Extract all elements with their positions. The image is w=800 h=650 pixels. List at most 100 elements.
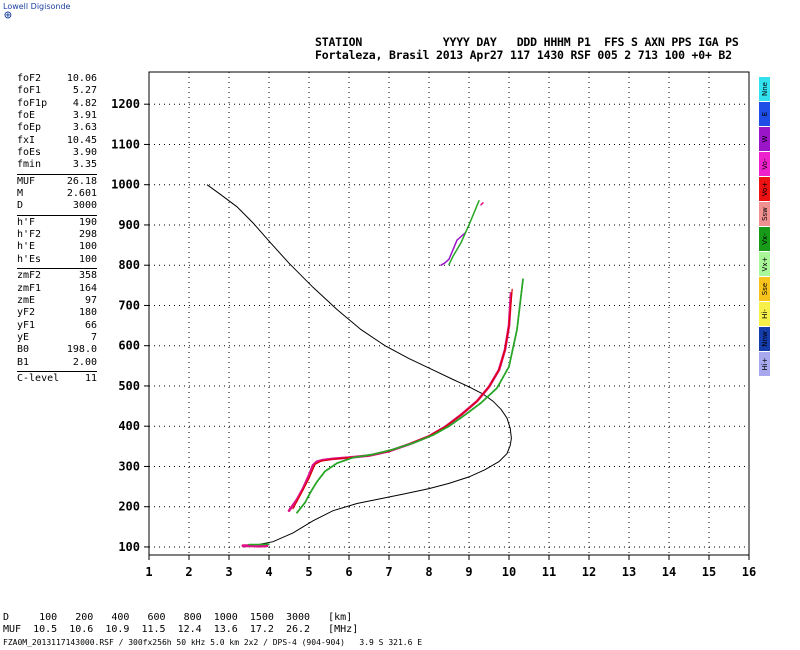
param-row: fxI 10.45 (17, 135, 97, 147)
param-value: 198.0 (66, 344, 97, 356)
param-value: 190 (78, 216, 97, 228)
legend-label: Vx+ (760, 256, 769, 272)
param-value: 10.45 (66, 134, 97, 146)
x-tick-label: 7 (385, 565, 392, 579)
param-value: 97 (84, 294, 97, 306)
y-tick-label: 1100 (111, 137, 140, 151)
legend-label: Ssw (760, 207, 769, 221)
param-row: zmF2 358 (17, 270, 97, 282)
legend-label: Hi- (760, 309, 769, 319)
param-key: foF1p (17, 97, 48, 109)
trace-layer (241, 200, 524, 548)
x-tick-label: 13 (622, 565, 636, 579)
param-row: C-level 11 (17, 373, 97, 385)
x-tick-label: 5 (305, 565, 312, 579)
y-tick-label: 300 (118, 459, 140, 473)
legend-label: E (760, 111, 769, 117)
param-value: 66 (84, 319, 97, 331)
brand-logo-text: Lowell Digisonde (3, 2, 71, 11)
legend-swatch: Vx+ (759, 252, 770, 276)
param-key: foE (17, 110, 36, 122)
x-tick-label: 14 (662, 565, 676, 579)
echo-trace (440, 232, 466, 266)
muf-row: MUF 10.5 10.6 10.9 11.5 12.4 13.6 17.2 2… (3, 624, 359, 635)
param-value: 3000 (72, 200, 97, 212)
param-value: 100 (78, 241, 97, 253)
param-row: B1 2.00 (17, 357, 97, 369)
x-tick-label: 10 (502, 565, 516, 579)
echo-trace (480, 202, 484, 206)
x-tick-label: 1 (145, 565, 152, 579)
param-key: zmE (17, 294, 36, 306)
legend-swatch: Hi+ (759, 352, 770, 376)
param-row: foF1 5.27 (17, 85, 97, 97)
legend-label: Vo- (760, 158, 769, 170)
polarization-legend: Nne E W Vo- Vo+ Ssw Vx- Vx+ Sse Hi- Nnw Hi+ (759, 77, 770, 377)
y-tick-label: 800 (118, 258, 140, 272)
param-row: foE 3.91 (17, 110, 97, 122)
legend-swatch: Sse (759, 277, 770, 301)
legend-swatch: Nnw (759, 327, 770, 351)
x-tick-label: 15 (702, 565, 716, 579)
echo-trace (296, 278, 524, 514)
param-key: h'E (17, 241, 36, 253)
y-tick-label: 700 (118, 298, 140, 312)
param-value: 10.06 (66, 73, 97, 84)
x-tick-label: 3 (225, 565, 232, 579)
legend-swatch: Vo- (759, 152, 770, 176)
param-row: yF2 180 (17, 307, 97, 319)
x-tick-label: 12 (582, 565, 596, 579)
param-key: h'F (17, 216, 36, 228)
param-row: zmF1 164 (17, 283, 97, 295)
param-key: h'Es (17, 253, 42, 265)
x-tick-label: 8 (425, 565, 432, 579)
x-tick-label: 2 (185, 565, 192, 579)
param-value: 3.90 (72, 147, 97, 159)
x-tick-label: 9 (465, 565, 472, 579)
param-row: yE 7 (17, 332, 97, 344)
header-line-2: Fortaleza, Brasil 2013 Apr27 117 1430 RS… (315, 48, 732, 62)
param-key: foF2 (17, 73, 42, 84)
param-row: h'F 190 (17, 217, 97, 229)
legend-swatch: Vo+ (759, 177, 770, 201)
param-value: 26.18 (66, 175, 97, 187)
param-row: h'F2 298 (17, 229, 97, 241)
param-row: B0 198.0 (17, 344, 97, 356)
electron-density-profile (206, 184, 512, 548)
y-tick-label: 900 (118, 218, 140, 232)
param-row: h'Es 100 (17, 254, 97, 266)
legend-label: Vo+ (760, 181, 769, 197)
y-tick-label: 200 (118, 500, 140, 514)
echo-trace (448, 200, 480, 266)
param-value: 164 (78, 282, 97, 294)
param-value: 3.35 (72, 159, 97, 171)
param-key: foF1 (17, 85, 42, 97)
param-key: h'F2 (17, 229, 42, 241)
legend-swatch: Hi- (759, 302, 770, 326)
x-tick-label: 16 (742, 565, 756, 579)
param-value: 2.601 (66, 188, 97, 200)
legend-label: Hi+ (760, 357, 769, 371)
legend-label: Nne (760, 82, 769, 96)
param-row: D 3000 (17, 200, 97, 212)
param-separator (17, 268, 97, 270)
header-line-1: STATION YYYY DAY DDD HHHM P1 FFS S AXN P… (315, 35, 739, 49)
param-value: 3.91 (72, 110, 97, 122)
param-row: MUF 26.18 (17, 176, 97, 188)
distance-row: D 100 200 400 600 800 1000 1500 3000 [km… (3, 612, 353, 623)
param-separator (17, 214, 97, 216)
legend-swatch: Vx- (759, 227, 770, 251)
x-tick-label: 4 (265, 565, 272, 579)
param-row: foF1p 4.82 (17, 98, 97, 110)
param-row: foEs 3.90 (17, 147, 97, 159)
scaled-parameters-panel: foF2 10.06 foF1 5.27 foF1p 4.82 foE 3.91 foEp 3.6… (17, 73, 97, 385)
globe-icon: ⊕ (4, 8, 12, 23)
param-row: foEp 3.63 (17, 122, 97, 134)
y-tick-label: 500 (118, 379, 140, 393)
param-value: 4.82 (72, 97, 97, 109)
legend-swatch: Nne (759, 77, 770, 101)
param-separator (17, 370, 97, 372)
legend-label: W (760, 135, 769, 143)
x-tick-label: 11 (542, 565, 556, 579)
param-key: B1 (17, 356, 30, 368)
